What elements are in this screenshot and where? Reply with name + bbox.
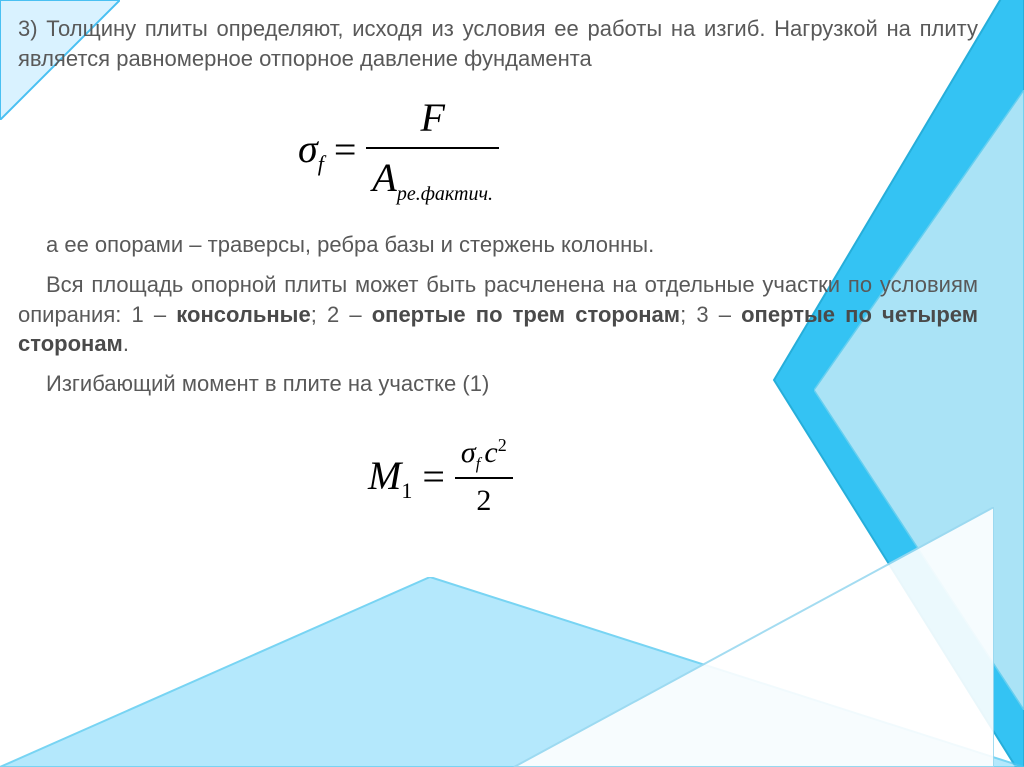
paragraph-1: 3) Толщину плиты определяют, исходя из у…: [18, 14, 978, 73]
para3-b1: консольные: [176, 302, 310, 327]
f1-eq: =: [334, 123, 357, 177]
f2-lhs: M1: [368, 449, 412, 506]
f2-lhs-sub: 1: [401, 478, 412, 503]
f1-bar: [366, 147, 499, 149]
decor-bottom-right: [474, 507, 994, 767]
para3-end: .: [123, 331, 129, 356]
f1-den-sym: A: [372, 155, 396, 200]
f2-num-sup: 2: [498, 435, 507, 455]
f2-bar: [455, 477, 513, 479]
f2-eq: =: [422, 450, 445, 504]
f1-lhs: σf: [298, 122, 324, 179]
f2-num: σf c2: [455, 433, 513, 475]
content-area: 3) Толщину плиты определяют, исходя из у…: [18, 14, 978, 544]
para1-line1: 3) Толщину плиты определяют, исходя из у…: [18, 16, 765, 41]
f2-den: 2: [455, 481, 513, 522]
formula-sigma-f: σf = F Aре.фактич.: [18, 91, 978, 208]
f1-den-sub: ре.фактич.: [397, 183, 493, 205]
formula-m1: M1 = σf c2 2: [18, 433, 978, 522]
f1-lhs-sym: σ: [298, 126, 318, 171]
paragraph-3: Вся площадь опорной плиты может быть рас…: [18, 270, 978, 359]
para3-mid2: ; 3 –: [680, 302, 741, 327]
slide: 3) Толщину плиты определяют, исходя из у…: [0, 0, 1024, 767]
f1-lhs-sub: f: [318, 151, 324, 176]
f2-num-sym: σ: [461, 436, 476, 469]
paragraph-4: Изгибающий момент в плите на участке (1): [18, 369, 978, 399]
para3-b2: опертые по трем сторонам: [372, 302, 680, 327]
f2-num-var: c: [484, 436, 497, 469]
f2-lhs-sym: M: [368, 453, 401, 498]
f2-fraction: σf c2 2: [455, 433, 513, 522]
f1-den: Aре.фактич.: [366, 151, 499, 208]
f1-num: F: [366, 91, 499, 145]
f1-fraction: F Aре.фактич.: [366, 91, 499, 208]
paragraph-2: а ее опорами – траверсы, ребра базы и ст…: [18, 230, 978, 260]
para3-mid1: ; 2 –: [311, 302, 372, 327]
